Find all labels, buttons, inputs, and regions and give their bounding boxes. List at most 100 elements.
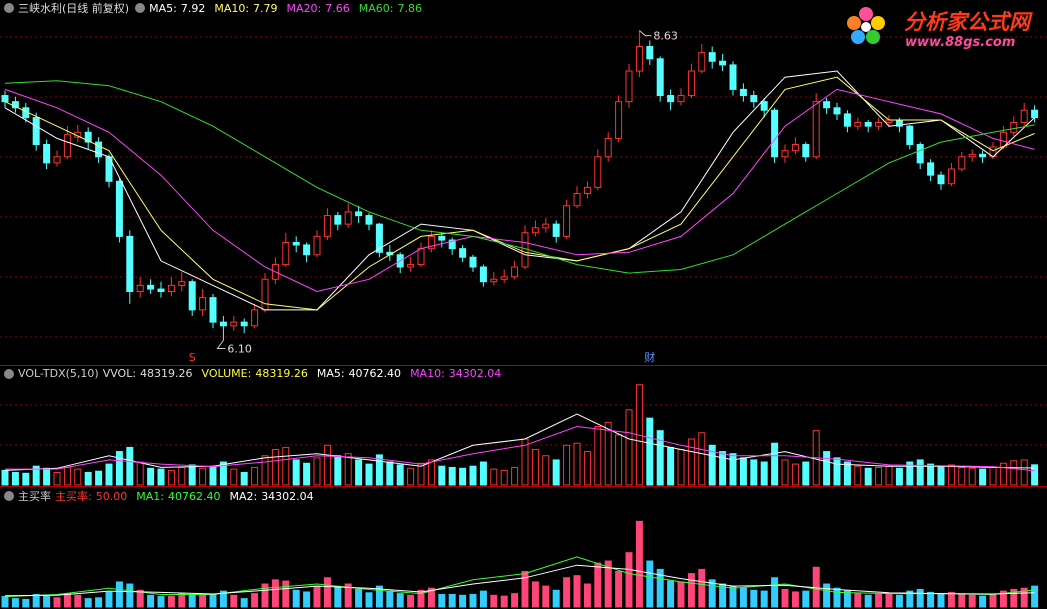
bar xyxy=(604,560,612,608)
bar xyxy=(63,466,71,486)
candle-body xyxy=(947,168,955,185)
menu-icon[interactable] xyxy=(4,491,14,501)
bar xyxy=(843,590,851,608)
bar xyxy=(11,471,19,486)
candles xyxy=(1,30,1039,341)
bar xyxy=(323,444,331,486)
bar xyxy=(885,593,893,608)
candle-body xyxy=(958,156,966,170)
bar xyxy=(136,589,144,608)
bar xyxy=(667,446,675,486)
bar xyxy=(386,590,394,608)
bar xyxy=(417,589,425,608)
bar xyxy=(188,464,196,486)
bars xyxy=(1,520,1039,608)
bar xyxy=(947,591,955,608)
panel-title: 主买率 xyxy=(18,490,51,503)
candle-body xyxy=(833,107,841,115)
logo-name: 分析家公式网 xyxy=(904,10,1030,34)
bar xyxy=(261,455,269,486)
bar xyxy=(864,594,872,608)
bar xyxy=(771,442,779,486)
candle-body xyxy=(219,321,227,327)
candle-body xyxy=(43,144,51,164)
bar xyxy=(84,598,92,608)
bar xyxy=(646,417,654,486)
menu-icon[interactable] xyxy=(4,368,14,379)
bar xyxy=(490,468,498,486)
bar xyxy=(271,579,279,608)
petal xyxy=(859,7,873,21)
candle-body xyxy=(303,244,311,256)
bar xyxy=(677,581,685,608)
bar xyxy=(355,459,363,486)
bar xyxy=(282,580,290,608)
bar xyxy=(625,409,633,486)
bar xyxy=(698,432,706,486)
header-name: VOLUME: xyxy=(201,367,252,380)
bar xyxy=(32,593,40,608)
bar xyxy=(199,593,207,608)
bar xyxy=(771,577,779,608)
bar xyxy=(355,588,363,608)
bar xyxy=(407,467,415,486)
candle-body xyxy=(739,88,747,97)
bar xyxy=(292,589,300,608)
bar xyxy=(230,594,238,608)
bar xyxy=(791,463,799,486)
bar xyxy=(396,464,404,486)
bar xyxy=(823,583,831,608)
bar xyxy=(916,459,924,486)
bar xyxy=(251,466,259,486)
legend-name: MA5: xyxy=(149,1,177,15)
petal xyxy=(866,30,880,44)
candle-body xyxy=(199,297,207,311)
candle-body xyxy=(552,223,560,237)
bar xyxy=(469,593,477,608)
bar xyxy=(937,593,945,608)
candle-body xyxy=(875,121,883,127)
candle-body xyxy=(646,46,654,60)
legend-name: MA5: xyxy=(316,367,345,380)
bar xyxy=(375,585,383,608)
candle-body xyxy=(282,242,290,266)
bar xyxy=(261,583,269,608)
bar xyxy=(531,581,539,608)
bar xyxy=(927,463,935,486)
legend-name: MA10: xyxy=(410,367,445,380)
candle-body xyxy=(95,141,103,158)
bar xyxy=(864,467,872,486)
menu-icon[interactable] xyxy=(135,3,146,13)
bar xyxy=(573,442,581,486)
candle-body xyxy=(573,193,581,207)
candle-body xyxy=(230,321,238,327)
candle-body xyxy=(511,266,519,278)
menu-icon[interactable] xyxy=(4,3,14,13)
bar xyxy=(511,466,519,486)
bar xyxy=(1,596,9,608)
candle-body xyxy=(698,52,706,72)
candle-body xyxy=(32,117,40,146)
candle-body xyxy=(178,281,186,286)
ma-line xyxy=(4,80,1035,274)
bar xyxy=(875,466,883,486)
bar xyxy=(854,593,862,608)
bar xyxy=(344,453,352,486)
bar xyxy=(719,583,727,608)
candle-body xyxy=(261,278,269,311)
signal-label: 财 xyxy=(644,350,655,364)
bar xyxy=(323,577,331,608)
bar xyxy=(739,457,747,486)
bar xyxy=(552,459,560,486)
bar xyxy=(240,471,248,486)
bar xyxy=(167,469,175,486)
bar xyxy=(500,469,508,486)
candle-body xyxy=(167,284,175,293)
legend-value: 40762.40 xyxy=(348,367,402,380)
header-value: 48319.26 xyxy=(140,367,193,380)
ma-line xyxy=(4,88,1035,293)
bar xyxy=(22,598,30,608)
bar xyxy=(895,594,903,608)
bar xyxy=(157,596,165,608)
legend-name: MA10: xyxy=(214,1,250,15)
